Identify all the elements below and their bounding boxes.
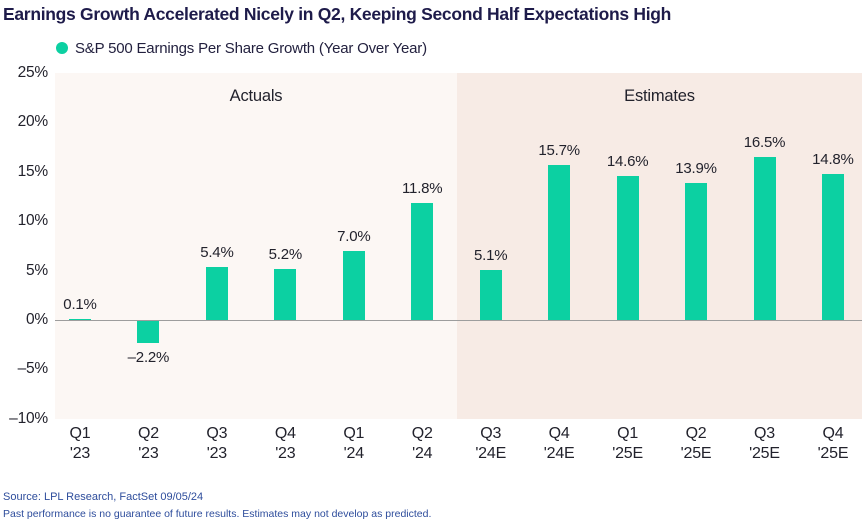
estimates-region bbox=[457, 73, 862, 419]
chart-title: Earnings Growth Accelerated Nicely in Q2… bbox=[3, 4, 672, 24]
legend-dot-icon bbox=[56, 42, 68, 54]
x-tick-label: Q4 '23 bbox=[274, 425, 296, 462]
bar bbox=[753, 156, 776, 320]
y-tick-label: 15% bbox=[17, 162, 49, 180]
zero-axis-line bbox=[55, 320, 862, 321]
x-tick-label: Q3 '25E bbox=[749, 425, 780, 462]
bar bbox=[69, 319, 91, 320]
legend-label: S&P 500 Earnings Per Share Growth (Year … bbox=[75, 39, 427, 57]
bar-value-label: 0.1% bbox=[63, 296, 97, 313]
x-tick-label: Q3 '24E bbox=[475, 425, 507, 462]
legend: S&P 500 Earnings Per Share Growth (Year … bbox=[56, 39, 427, 57]
bar-value-label: 15.7% bbox=[538, 141, 580, 159]
bar-value-label: 5.1% bbox=[473, 246, 508, 264]
disclaimer-note: Past performance is no guarantee of futu… bbox=[3, 508, 432, 520]
x-tick-label: Q3 '23 bbox=[206, 425, 228, 462]
bar bbox=[137, 321, 160, 343]
y-tick-label: 25% bbox=[17, 64, 49, 81]
x-tick-label: Q2 '25E bbox=[680, 425, 712, 462]
bar bbox=[479, 269, 502, 320]
bar bbox=[411, 203, 434, 320]
bar bbox=[821, 173, 844, 320]
y-tick-label: 0% bbox=[25, 311, 48, 328]
bar-value-label: 11.8% bbox=[402, 180, 443, 198]
bar-value-label: 5.2% bbox=[268, 245, 303, 263]
bar bbox=[685, 182, 708, 320]
bar-value-label: 13.9% bbox=[675, 159, 717, 177]
bar-value-label: 7.0% bbox=[337, 227, 371, 245]
bar bbox=[342, 250, 365, 320]
x-tick-label: Q1 '25E bbox=[612, 425, 643, 462]
bar bbox=[205, 266, 228, 320]
bar-value-label: 5.4% bbox=[200, 243, 234, 261]
bar-value-label: 14.8% bbox=[812, 150, 854, 168]
bar bbox=[274, 268, 297, 320]
bar bbox=[548, 164, 571, 320]
y-tick-label: 20% bbox=[17, 113, 49, 131]
y-tick-label: 5% bbox=[25, 261, 48, 279]
actuals-section-label: Actuals bbox=[229, 87, 283, 105]
x-tick-label: Q4 '24E bbox=[543, 425, 575, 462]
x-tick-label: Q1 '23 bbox=[69, 425, 91, 462]
y-tick-label: 10% bbox=[17, 212, 49, 230]
source-note: Source: LPL Research, FactSet 09/05/24 bbox=[3, 491, 204, 503]
bar-value-label: 14.6% bbox=[606, 152, 649, 170]
bar-value-label: –2.2% bbox=[127, 348, 170, 366]
bar bbox=[616, 175, 639, 320]
x-tick-label: Q4 '25E bbox=[817, 425, 849, 462]
estimates-section-label: Estimates bbox=[624, 87, 695, 105]
y-tick-label: –5% bbox=[17, 360, 49, 378]
x-tick-label: Q2 '24 bbox=[411, 425, 433, 462]
actuals-region bbox=[55, 73, 457, 419]
y-tick-label: –10% bbox=[9, 409, 48, 427]
x-tick-label: Q1 '24 bbox=[343, 425, 365, 462]
x-tick-label: Q2 '23 bbox=[137, 425, 159, 462]
bar-value-label: 16.5% bbox=[743, 133, 786, 151]
